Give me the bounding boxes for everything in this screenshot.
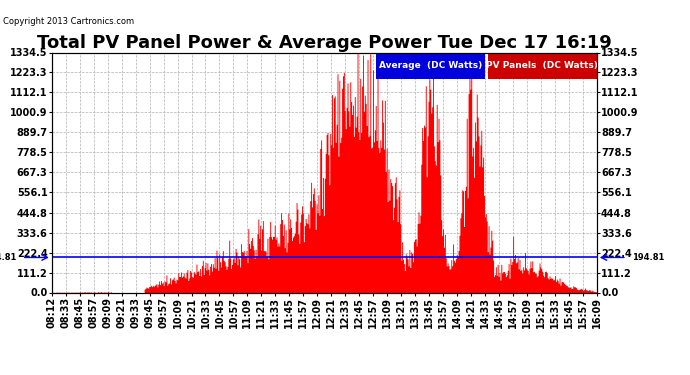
FancyBboxPatch shape xyxy=(376,53,485,79)
Text: 194.81: 194.81 xyxy=(0,253,17,262)
Title: Total PV Panel Power & Average Power Tue Dec 17 16:19: Total PV Panel Power & Average Power Tue… xyxy=(37,34,611,53)
Text: Average  (DC Watts): Average (DC Watts) xyxy=(379,61,482,70)
FancyBboxPatch shape xyxy=(488,53,597,79)
Text: Copyright 2013 Cartronics.com: Copyright 2013 Cartronics.com xyxy=(3,17,135,26)
Text: 194.81: 194.81 xyxy=(632,253,664,262)
Text: PV Panels  (DC Watts): PV Panels (DC Watts) xyxy=(486,61,598,70)
